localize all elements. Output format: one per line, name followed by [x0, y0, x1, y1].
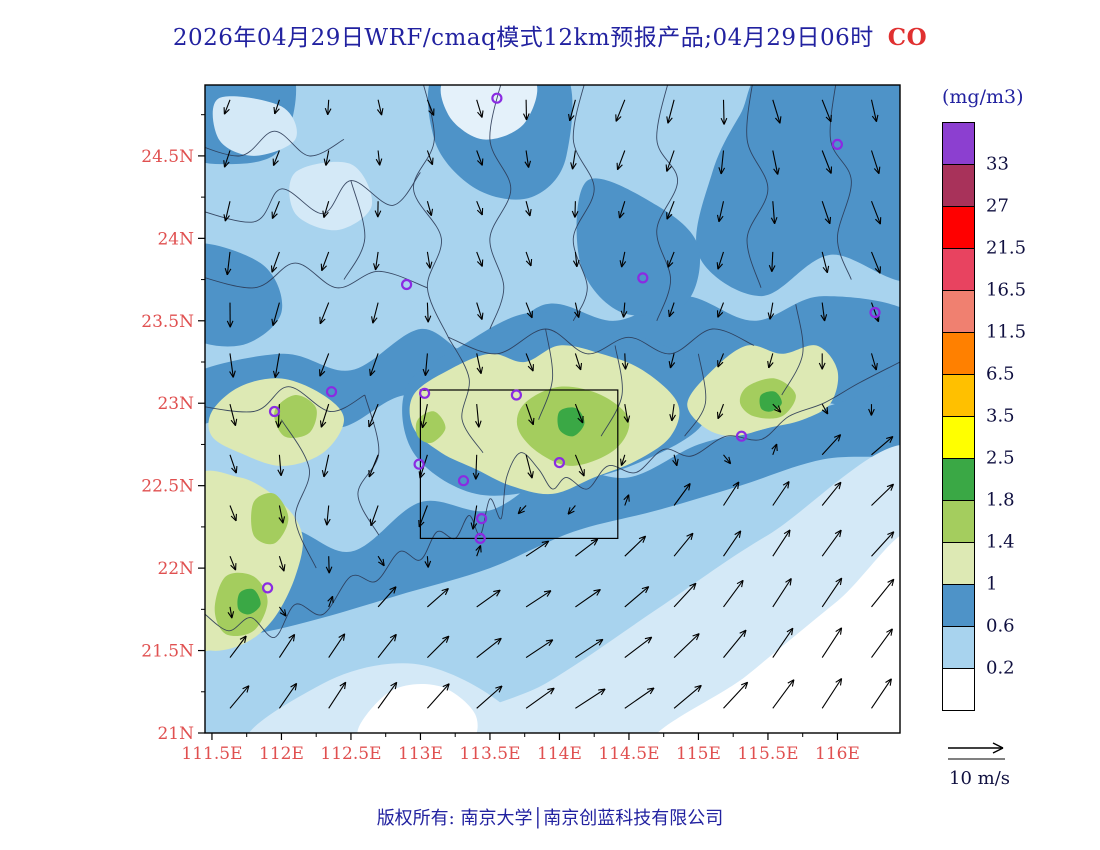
colorbar-box — [942, 500, 975, 543]
x-tick-label: 113.5E — [459, 744, 520, 764]
colorbar-box — [942, 374, 975, 417]
colorbar-label: 6.5 — [986, 363, 1015, 385]
colorbar-label: 21.5 — [986, 237, 1027, 259]
y-tick-label: 24N — [157, 229, 194, 249]
figure-title-text: 2026年04月29日WRF/cmaq模式12km预报产品;04月29日06时 — [172, 25, 874, 51]
x-tick-label: 115E — [676, 744, 721, 764]
wind-scale-label: 10 m/s — [949, 768, 1010, 789]
colorbar-label: 16.5 — [986, 279, 1027, 301]
map-frame — [204, 84, 901, 734]
wind-vectors — [223, 99, 895, 709]
legend-units-label: (mg/m3) — [942, 86, 1024, 108]
x-tick-label: 114E — [537, 744, 582, 764]
colorbar-label: 1.4 — [986, 531, 1015, 553]
x-tick-label: 112.5E — [320, 744, 381, 764]
colorbar-box — [942, 122, 975, 165]
colorbar-box — [942, 290, 975, 333]
colorbar-box — [942, 332, 975, 375]
colorbar-box — [942, 206, 975, 249]
colorbar-label: 11.5 — [986, 321, 1027, 343]
wind-scale-arrow-icon — [948, 742, 1005, 760]
colorbar: 33 27 21.5 16.5 11.5 6.5 3.5 2.5 1.8 1.4 1 0.6 0.2 — [942, 122, 1098, 711]
colorbar-label: 33 — [986, 153, 1009, 175]
colorbar-box — [942, 416, 975, 459]
colorbar-label: 2.5 — [986, 447, 1015, 469]
colorbar-label: 27 — [986, 195, 1009, 217]
y-tick-label: 22.5N — [141, 477, 194, 497]
x-tick-label: 112E — [259, 744, 304, 764]
map-plot: 111.5E 112E 112.5E 113E 113.5E 114E 114.5E 115E… — [141, 84, 901, 764]
colorbar-box — [942, 668, 975, 711]
figure-title: 2026年04月29日WRF/cmaq模式12km预报产品;04月29日06时 C… — [0, 18, 1100, 52]
colorbar-box — [942, 164, 975, 207]
colorbar-box — [942, 626, 975, 669]
colorbar-box — [942, 458, 975, 501]
y-tick-label: 21.5N — [141, 642, 194, 662]
x-tick-label: 113E — [398, 744, 443, 764]
colorbar-legend: (mg/m3) 33 27 21.5 16.5 11.5 6.5 3.5 2.5 1.8 1.4 1… — [942, 86, 1098, 711]
y-tick-label: 21N — [157, 724, 194, 744]
colorbar-label: 1 — [986, 573, 998, 595]
y-tick-label: 22N — [157, 559, 194, 579]
colorbar-box — [942, 542, 975, 585]
station-markers — [262, 92, 881, 594]
y-tick-label: 23N — [157, 394, 194, 414]
colorbar-label: 0.6 — [986, 615, 1015, 637]
x-tick-label: 111.5E — [181, 744, 242, 764]
wind-scale: 10 m/s — [945, 736, 1065, 789]
x-tick-label: 115.5E — [737, 744, 798, 764]
colorbar-label: 3.5 — [986, 405, 1015, 427]
axes: 111.5E 112E 112.5E 113E 113.5E 114E 114.5E 115E… — [141, 114, 860, 764]
field-regions — [205, 85, 900, 733]
colorbar-label: 1.8 — [986, 489, 1015, 511]
copyright-footer: 版权所有: 南京大学│南京创蓝科技有限公司 — [376, 808, 724, 829]
x-tick-label: 116E — [815, 744, 860, 764]
colorbar-label: 0.2 — [986, 657, 1015, 679]
species-label: CO — [887, 24, 928, 51]
y-tick-label: 23.5N — [141, 312, 194, 332]
x-tick-label: 114.5E — [598, 744, 659, 764]
colorbar-box — [942, 584, 975, 627]
nested-domain-box — [419, 389, 619, 539]
colorbar-box — [942, 248, 975, 291]
y-tick-label: 24.5N — [141, 147, 194, 167]
